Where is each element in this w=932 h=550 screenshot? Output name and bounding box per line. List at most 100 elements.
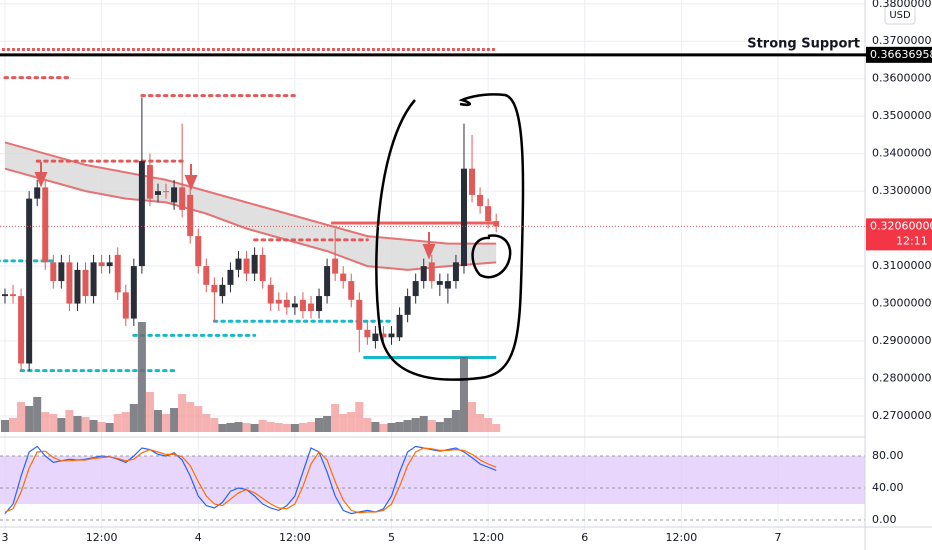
candle-body — [404, 296, 411, 315]
candle-body — [452, 262, 459, 282]
candle-body — [469, 168, 476, 195]
volume-bar — [492, 424, 501, 432]
candle-body — [364, 329, 371, 338]
volume-bar — [250, 424, 259, 432]
candle-body — [477, 194, 484, 207]
candle-body — [332, 258, 339, 274]
candle-body — [195, 236, 202, 267]
candle-body — [243, 258, 250, 274]
candle-body — [388, 333, 395, 338]
volume-bar — [218, 424, 227, 432]
volume-bar — [65, 410, 74, 432]
volume-bar — [81, 417, 90, 432]
candle-body — [203, 266, 210, 285]
candle-body — [485, 206, 492, 222]
candle-body — [179, 187, 186, 210]
y-tick-label: 0.27000000 — [872, 409, 932, 422]
y2-tick-label: 40.00 — [872, 481, 904, 494]
volume-bar — [57, 418, 66, 432]
candle-body — [26, 198, 33, 364]
y-tick-label: 0.30000000 — [872, 297, 932, 310]
candle-body — [34, 187, 41, 199]
currency: USD — [889, 10, 911, 21]
volume-bar — [17, 402, 26, 432]
candle-body — [74, 269, 81, 304]
candle-body — [291, 303, 298, 308]
band-line — [4, 167, 497, 271]
volume-bar — [355, 402, 364, 432]
volume-bar — [395, 422, 404, 432]
candle-body — [420, 266, 427, 282]
candle-body — [259, 254, 266, 282]
volume-bar — [202, 414, 211, 432]
candle-body — [50, 262, 57, 282]
volume-bar — [137, 322, 146, 432]
price-tag-label: 0.36636958 — [870, 48, 932, 61]
volume-bar — [411, 418, 420, 432]
volume-bar — [210, 418, 219, 432]
volume-bar — [49, 414, 58, 432]
candle-body — [171, 187, 178, 203]
candle-body — [154, 191, 161, 195]
volume-bar — [170, 408, 179, 432]
volume-bar — [129, 404, 138, 432]
candle-body — [98, 262, 105, 267]
volume-bar — [468, 402, 477, 432]
volume-bar — [145, 392, 154, 432]
candle-body — [324, 266, 331, 297]
candle-body — [380, 333, 387, 338]
volume-bar — [443, 418, 452, 432]
y2-tick-label: 0.00 — [872, 513, 897, 526]
volume-bar — [186, 402, 195, 432]
candle-body — [444, 281, 451, 289]
volume-bar — [290, 424, 299, 432]
candle-body — [460, 168, 467, 267]
candle-body — [283, 299, 290, 308]
volume-bar — [73, 416, 82, 432]
price-tag-label: 0.32060000 — [870, 219, 932, 232]
candle-body — [372, 333, 379, 342]
band-line — [4, 141, 497, 245]
plot — [0, 47, 501, 515]
volume-bar — [371, 422, 380, 432]
support-annotation: Strong Support — [747, 36, 860, 51]
candle-body — [90, 262, 97, 297]
volume-bar — [347, 412, 356, 432]
currency-box[interactable] — [884, 5, 916, 25]
candle-body — [187, 194, 194, 237]
x-tick-label: 5 — [388, 531, 395, 544]
volume-bar — [41, 412, 50, 432]
volume-bar — [97, 422, 106, 432]
candle-body — [428, 262, 435, 282]
volume-bar — [105, 423, 114, 432]
candle-body — [10, 294, 17, 297]
candle-body — [307, 303, 314, 312]
volume-bar — [363, 418, 372, 432]
volume-bar — [266, 422, 275, 432]
candle-body — [436, 281, 443, 285]
candle-body — [299, 299, 306, 312]
candle-body — [275, 299, 282, 304]
candle-body — [58, 262, 65, 282]
candle-body — [122, 292, 129, 319]
x-tick-label: 12:00 — [666, 531, 698, 544]
y-tick-label: 0.38000000 — [872, 0, 932, 10]
candle-body — [163, 191, 170, 193]
candle-body — [211, 284, 218, 293]
candle-body — [138, 161, 145, 267]
candle-body — [219, 284, 226, 297]
candle-body — [106, 262, 113, 267]
volume-bar — [178, 394, 187, 432]
signal-arrow — [34, 162, 48, 188]
x-tick-label: 3 — [1, 531, 8, 544]
candle-body — [412, 281, 419, 297]
candle-body — [114, 254, 121, 293]
y-tick-label: 0.34000000 — [872, 147, 932, 160]
candle-body — [18, 296, 25, 364]
stoch-line — [4, 447, 497, 514]
volume-bar — [379, 424, 388, 432]
volume-bar — [282, 424, 291, 432]
candle-body — [235, 258, 242, 270]
y-tick-label: 0.37000000 — [872, 34, 932, 47]
